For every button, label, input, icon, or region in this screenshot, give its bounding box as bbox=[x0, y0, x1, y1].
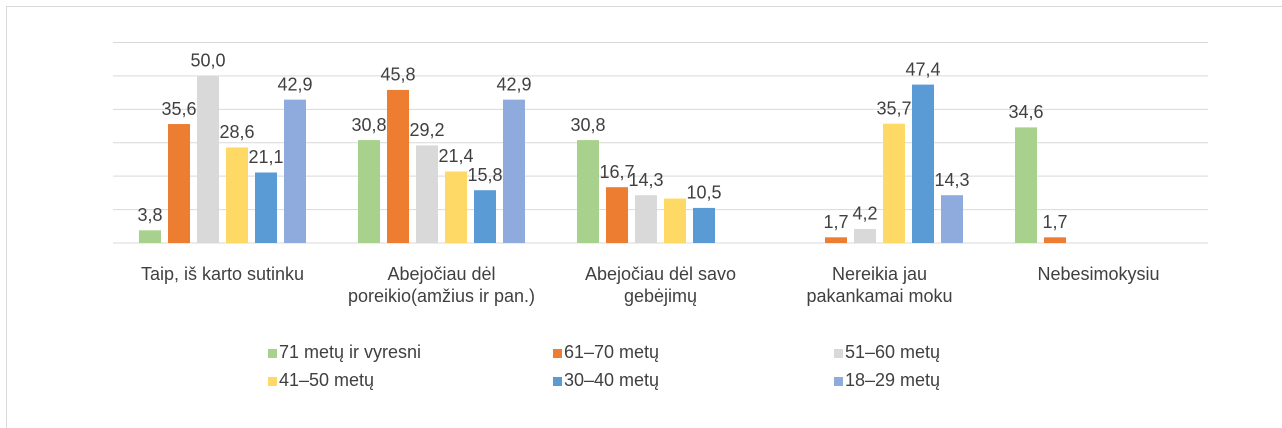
bar bbox=[1044, 237, 1066, 243]
bar bbox=[635, 195, 657, 243]
legend-label: 18–29 metų bbox=[845, 370, 941, 390]
bar bbox=[358, 140, 380, 243]
bar bbox=[503, 99, 525, 243]
data-label: 45,8 bbox=[380, 65, 415, 85]
data-label: 4,2 bbox=[852, 204, 877, 224]
x-tick-label: Abejočiau dėl savo gebėjimų bbox=[584, 264, 737, 306]
data-label: 28,6 bbox=[219, 122, 254, 142]
legend-label: 41–50 metų bbox=[279, 370, 375, 390]
bar bbox=[387, 89, 409, 244]
data-label: 1,7 bbox=[823, 212, 848, 232]
data-label: 34,6 bbox=[1008, 102, 1043, 122]
data-label: 35,7 bbox=[876, 98, 911, 118]
legend-swatch bbox=[834, 376, 843, 386]
legend-swatch bbox=[553, 376, 562, 386]
data-label: 14,3 bbox=[934, 170, 969, 190]
data-label: 3,8 bbox=[137, 205, 162, 225]
data-label: 15,8 bbox=[467, 165, 502, 185]
legend-item: 71 metų ir vyresni bbox=[268, 342, 421, 363]
data-label: 35,6 bbox=[161, 99, 196, 119]
x-tick-label: Taip, iš karto sutinku bbox=[140, 264, 305, 284]
bar bbox=[445, 171, 467, 243]
bar bbox=[197, 75, 219, 244]
legend-label: 51–60 metų bbox=[845, 342, 941, 362]
bar bbox=[474, 190, 496, 243]
bar bbox=[883, 123, 905, 243]
legend-swatch bbox=[553, 348, 562, 358]
bar bbox=[693, 207, 715, 243]
legend-item: 30–40 metų bbox=[553, 370, 659, 391]
bar bbox=[577, 140, 599, 243]
x-tick-label: Nebesimokysiu bbox=[1037, 264, 1160, 284]
legend-label: 30–40 metų bbox=[564, 370, 660, 390]
legend-label: 61–70 metų bbox=[564, 342, 660, 362]
legend-item: 51–60 metų bbox=[834, 342, 940, 363]
data-label: 21,4 bbox=[438, 146, 473, 166]
legend-swatch bbox=[834, 348, 843, 358]
bar bbox=[139, 230, 161, 243]
data-label: 10,5 bbox=[686, 183, 721, 203]
bar bbox=[854, 228, 876, 243]
bar bbox=[226, 147, 248, 243]
bar bbox=[606, 187, 628, 243]
legend-swatch bbox=[268, 348, 277, 358]
bar bbox=[825, 237, 847, 243]
bar bbox=[284, 99, 306, 243]
legend-item: 61–70 metų bbox=[553, 342, 659, 363]
data-label: 47,4 bbox=[905, 59, 940, 79]
data-label: 42,9 bbox=[496, 74, 531, 94]
legend-label: 71 metų ir vyresni bbox=[279, 342, 422, 362]
legend-swatch bbox=[268, 376, 277, 386]
data-label: 1,7 bbox=[1042, 212, 1067, 232]
legend-item: 41–50 metų bbox=[268, 370, 374, 391]
bar bbox=[416, 145, 438, 243]
bar bbox=[255, 172, 277, 243]
bar bbox=[168, 124, 190, 243]
chart-border bbox=[6, 6, 1282, 428]
data-label: 16,7 bbox=[599, 162, 634, 182]
data-label: 14,3 bbox=[628, 170, 663, 190]
bar bbox=[664, 198, 686, 243]
bar bbox=[1015, 127, 1037, 243]
bar bbox=[912, 84, 934, 243]
data-label: 21,1 bbox=[248, 147, 283, 167]
data-label: 30,8 bbox=[570, 115, 605, 135]
x-tick-label: Abejočiau dėl poreikio(amžius ir pan.) bbox=[347, 264, 536, 306]
legend-item: 18–29 metų bbox=[834, 370, 940, 391]
x-tick-label: Nereikia jau pakankamai moku bbox=[806, 264, 953, 306]
data-label: 50,0 bbox=[190, 51, 225, 71]
bar bbox=[941, 195, 963, 243]
data-label: 42,9 bbox=[277, 74, 312, 94]
data-label: 30,8 bbox=[351, 115, 386, 135]
data-label: 29,2 bbox=[409, 120, 444, 140]
